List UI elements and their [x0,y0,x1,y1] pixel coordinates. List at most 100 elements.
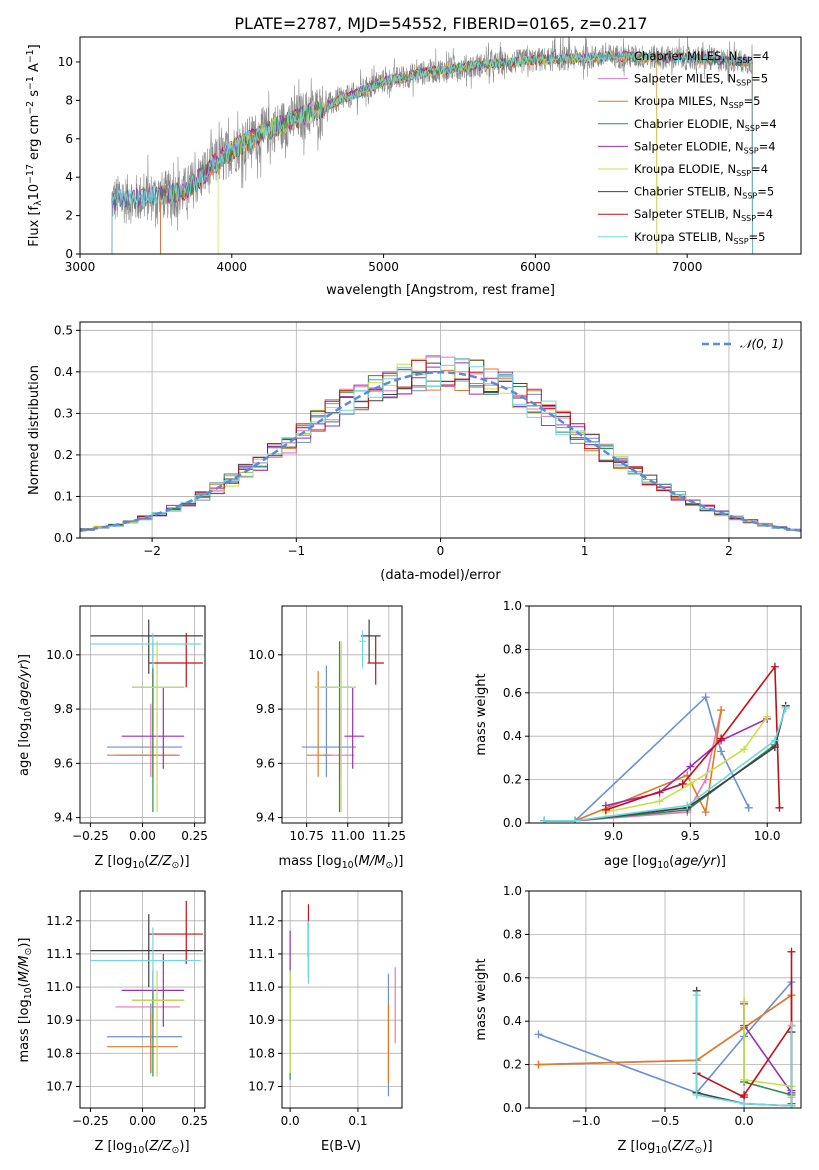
y-axis-label: Normed distribution [27,365,42,495]
y-tick-label: 0.4 [503,729,522,743]
data-marker [717,734,726,743]
data-marker [763,712,772,721]
point-salpeter-stelib [148,900,203,964]
y-tick-label: 10.9 [248,1013,275,1027]
y-tick-label: 0.5 [54,323,73,337]
legend-entry-chabrier-miles: Chabrier MILES, NSSP=4 [634,49,769,65]
axes-frame [79,36,802,255]
plot-area [90,900,203,1077]
x-tick-label: −1 [287,544,305,558]
data-marker [686,779,695,788]
x-axis-label: (data-model)/error [380,568,501,583]
y-tick-label: 0.4 [54,365,73,379]
data-marker [540,816,549,823]
data-marker [744,803,753,812]
x-tick-label: 10.0 [754,829,781,843]
x-tick-label: 0.00 [129,1114,156,1128]
data-marker [601,805,610,814]
data-marker [740,1090,749,1099]
plot-area [540,662,790,823]
y-tick-label: 9.4 [54,811,73,825]
data-marker [655,797,664,806]
y-tick-label: 1.0 [503,884,522,898]
data-marker [770,736,779,745]
y-tick-label: 10.9 [46,1013,73,1027]
y-axis-label: mass weight [474,958,489,1040]
x-tick-label: 10.75 [289,829,323,843]
data-marker [678,779,687,788]
legend-entry-kroupa-stelib: Kroupa STELIB, NSSP=5 [634,230,765,246]
y-tick-label: 11.2 [248,914,275,928]
point-kroupa-elodie [314,641,356,813]
legend-entry-salpeter-stelib: Salpeter STELIB, NSSP=4 [634,207,773,223]
plot-area [289,904,396,1097]
data-marker [781,703,790,712]
axes: 10.75 11.00 11.25 9.4 9.6 9.8 10.0 mass [log10(… [248,605,406,871]
y-tick-label: 0.6 [503,686,522,700]
spectrum-panel: 3000 4000 5000 6000 7000 0 2 4 6 8 10 wavelength [A… [25,36,802,298]
point-chabrier-stelib [90,914,203,988]
x-axis-label: mass [log10(M/M⊙)] [279,854,404,871]
x-tick-label: −2 [143,544,161,558]
y-tick-label: 11.1 [248,947,275,961]
x-tick-label: 0 [437,544,445,558]
x-tick-label: 9.0 [604,829,623,843]
y-tick-label: 10.8 [46,1046,73,1060]
x-tick-label: −0.25 [72,829,109,843]
y-tick-label: 8 [65,93,73,107]
y-tick-label: 4 [65,170,73,184]
y-tick-label: 0.0 [503,816,522,830]
plot-area [80,355,801,533]
y-axis-label: mass [log10(M/M⊙)] [17,938,34,1063]
y-tick-label: 11.1 [46,947,73,961]
point-kroupa-miles [306,671,332,777]
axes: 0.0 0.1 10.7 10.8 10.9 11.0 11.1 11.2 E(B-V) [248,890,403,1154]
legend-entry-kroupa-elodie: Kroupa ELODIE, NSSP=4 [634,162,768,178]
y-tick-label: 0.2 [503,773,522,787]
figure-title: PLATE=2787, MJD=54552, FIBERID=0165, z=0… [234,14,647,33]
y-tick-label: 0.2 [503,1058,522,1072]
y-axis-label: age [log10(age/yr)] [17,654,34,776]
y-tick-label: 9.8 [256,702,275,716]
axes: 9.0 9.5 10.0 0.0 0.2 0.4 0.6 0.8 1.0 mass weight a… [474,599,802,871]
data-marker [740,1099,749,1108]
x-tick-label: 0.0 [735,1114,754,1128]
data-marker [701,693,710,702]
y-tick-label: 10.8 [248,1046,275,1060]
data-marker [740,997,749,1006]
y-tick-label: 0 [65,247,73,261]
plot-area [90,619,203,813]
point-salpeter-stelib [148,633,203,688]
residual-histogram-panel: −2 −1 0 1 2 0.0 0.1 0.2 0.3 0.4 0.5 𝒩(0, 1) (data-mo… [27,321,802,583]
point-chabrier-stelib [360,619,381,663]
model-spectrum-kroupa-stelib [111,49,753,254]
y-tick-label: 10 [58,55,73,69]
data-marker [692,991,701,1000]
y-tick-label: 9.6 [256,756,275,770]
data-marker [787,947,796,956]
grid-lines [282,891,402,1108]
x-tick-label: 0.00 [129,829,156,843]
x-axis-label: Z [log10(Z/Z⊙)] [617,1139,712,1156]
grid-lines [80,891,205,1108]
data-marker [686,762,695,771]
x-tick-label: 0.25 [181,1114,208,1128]
y-tick-label: 9.4 [256,811,275,825]
x-tick-label: 2 [725,544,733,558]
data-marker [534,1060,543,1069]
y-tick-label: 0.3 [54,406,73,420]
plot-area [111,37,753,254]
x-tick-label: 6000 [520,260,551,274]
y-tick-label: 10.7 [46,1079,73,1093]
x-axis-label: E(B-V) [321,1139,361,1154]
data-marker [717,706,726,715]
point-salpeter-stelib [367,635,384,685]
point-chabrier-stelib [90,619,203,674]
axes: −2 −1 0 1 2 0.0 0.1 0.2 0.3 0.4 0.5 𝒩(0, 1) (data-mo… [27,321,802,583]
x-tick-label: 5000 [368,260,399,274]
data-marker [701,808,710,817]
grid-lines [282,606,402,823]
series-kroupa-stelib [540,703,790,823]
axes: −0.25 0.00 0.25 10.7 10.8 10.9 11.0 11.1 11.2 Z [… [17,890,208,1156]
